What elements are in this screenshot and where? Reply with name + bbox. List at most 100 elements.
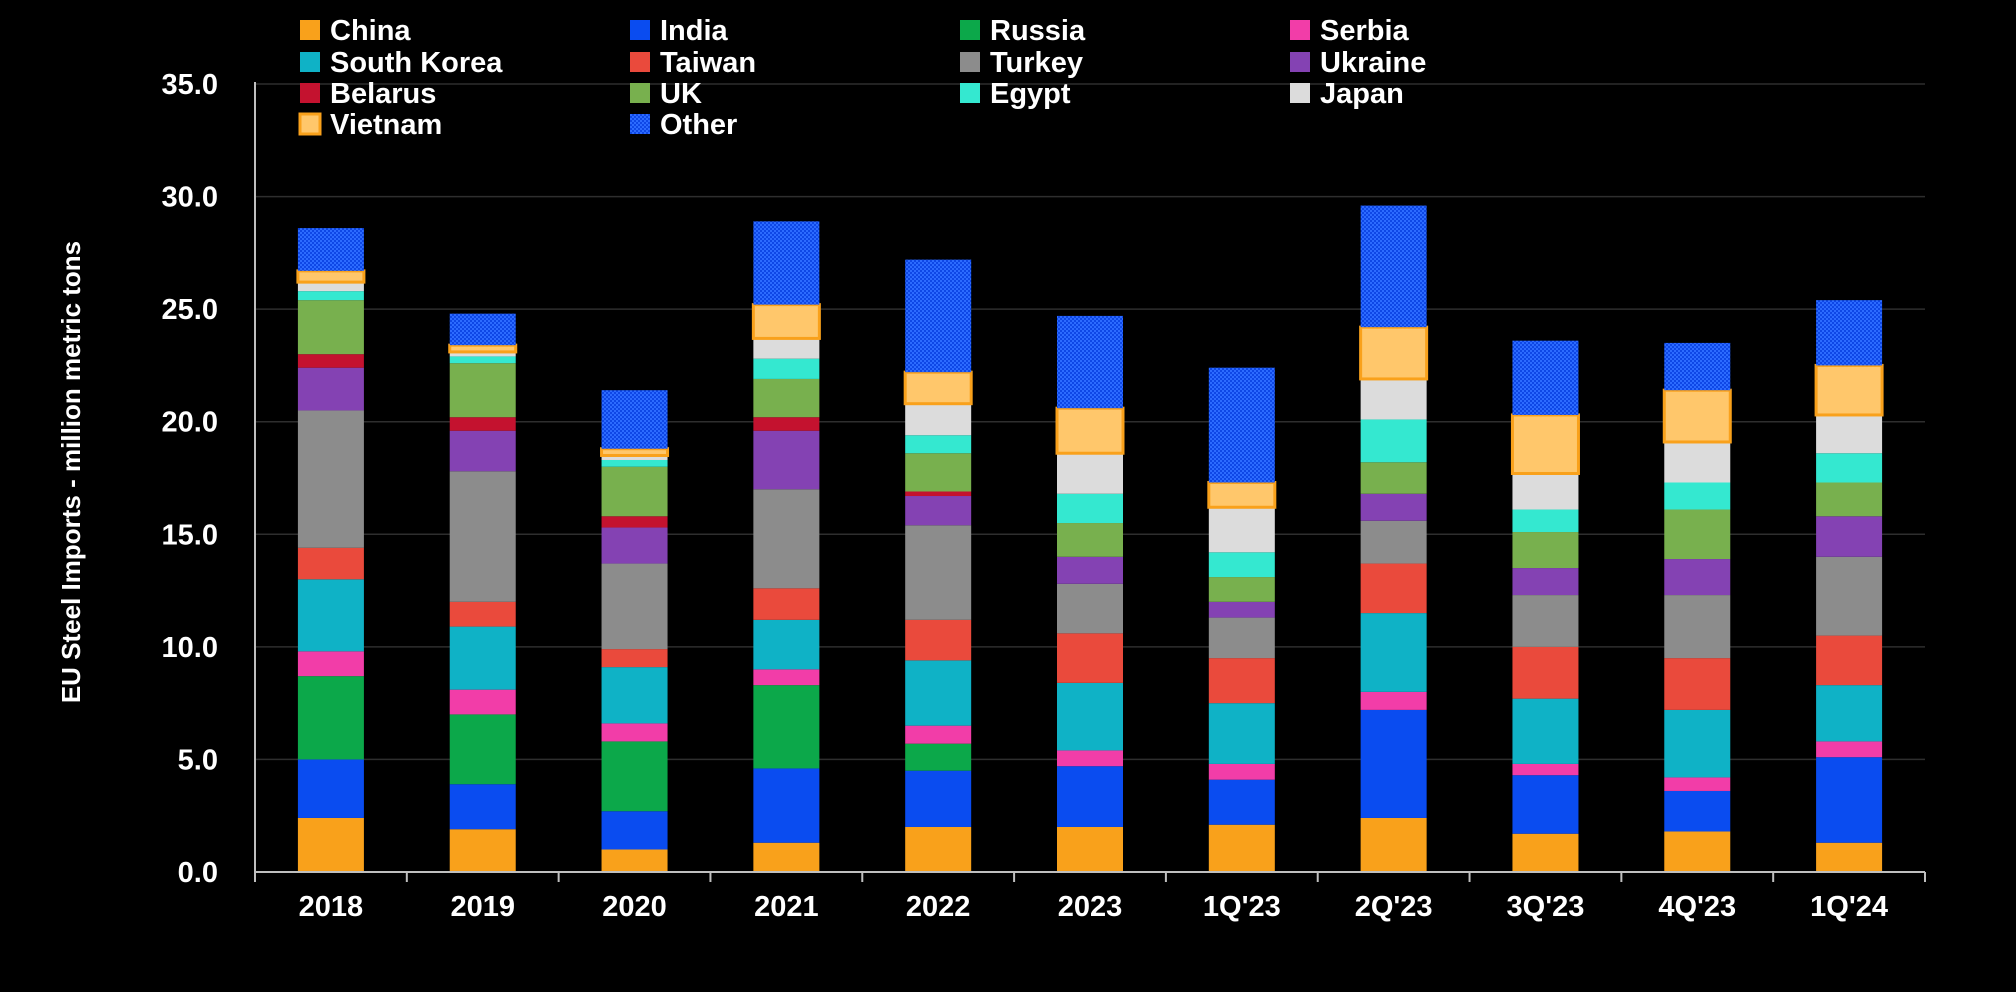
bar-segment-taiwan [1512,646,1579,699]
bar-segment-egypt [1208,552,1275,578]
bar-segment-vietnam [751,303,821,340]
bar-segment-turkey [753,489,820,589]
bar-segment-vietnam [903,370,973,406]
bar-segment-egypt [1512,509,1579,533]
bar-segment-vietnam [1207,481,1277,509]
legend-label: South Korea [330,47,503,79]
bar-segment-japan [1057,453,1123,494]
bar-segment-china [1057,826,1123,872]
legend-item-serbia: Serbia [1290,15,1410,47]
bar-segment-egypt [601,459,668,467]
bar-segment-other [1664,342,1731,391]
bar-segment-serbia [905,725,972,744]
bar-segment-other [1057,315,1123,409]
bar-segment-egypt [1664,482,1731,510]
bar-segment-taiwan [601,649,668,668]
bar-segment-ukraine [449,430,516,472]
bar-segment-china [297,817,364,872]
bar-segment-serbia [297,651,364,677]
bar-segment-japan [297,282,364,292]
bar-segment-turkey [1664,595,1731,659]
bar-segment-turkey [1208,617,1275,659]
bar-segment-south-korea [1664,709,1731,778]
bar-segment-uk [1057,523,1123,557]
bar-segment-belarus [905,491,972,497]
y-tick-label: 0.0 [178,857,218,889]
bar-stack-2019 [448,313,518,872]
x-tick-label: 2020 [602,891,667,923]
bar-segment-india [1512,775,1579,834]
legend-swatch [1290,83,1310,103]
bar-stack-2020 [600,390,670,872]
bar-segment-south-korea [753,619,820,670]
legend-item-japan: Japan [1290,78,1404,110]
x-tick-label: 2Q'23 [1355,891,1433,923]
bar-stack-2022 [903,259,973,872]
bar-segment-egypt [1360,419,1427,463]
bar-segment-other [1360,205,1427,328]
bar-segment-taiwan [753,588,820,620]
bar-segment-japan [449,351,516,357]
bar-segment-other [449,313,516,346]
legend: China India Russia Serbia South Korea Taiwan T… [298,15,1426,141]
bar-segment-taiwan [1664,658,1731,710]
legend-item-belarus: Belarus [300,78,436,110]
bar-segment-south-korea [601,667,668,724]
legend-swatch [960,20,980,40]
legend-label: Egypt [990,78,1071,110]
legend-swatch [630,83,650,103]
y-tick-label: 35.0 [162,69,218,101]
legend-item-taiwan: Taiwan [630,47,756,79]
bar-segment-china [601,849,668,872]
bar-segment-egypt [753,358,820,379]
bar-segment-japan [1816,414,1883,454]
x-tick-label: 2022 [906,891,971,923]
bar-segment-china [1512,833,1579,872]
x-tick-label: 2018 [299,891,364,923]
y-tick-labels: 0.0 5.0 10.0 15.0 20.0 25.0 30.0 35.0 [162,69,218,889]
bar-segment-belarus [449,417,516,431]
x-tick-labels: 2018 2019 2020 2021 2022 2023 1Q'23 2Q'23 3Q'23 4… [299,891,1888,923]
bar-segment-serbia [1816,741,1883,758]
bar-segment-south-korea [1057,682,1123,751]
bar-stack-3q-23 [1510,340,1580,872]
legend-item-russia: Russia [960,15,1086,47]
bar-segment-india [905,770,972,827]
bar-stack-2018 [296,228,366,872]
legend-swatch [300,52,320,72]
bar-stack-4q-23 [1662,342,1732,872]
bar-stack-2023 [1055,315,1125,872]
legend-swatch [960,52,980,72]
bar-segment-uk [297,300,364,355]
legend-item-egypt: Egypt [960,78,1071,110]
legend-swatch [298,112,322,136]
bar-segment-vietnam [448,343,518,354]
bar-segment-vietnam [296,269,366,284]
bar-segment-japan [905,403,972,436]
legend-item-south-korea: South Korea [300,47,503,79]
bar-stack-2021 [751,221,821,872]
bar-segment-south-korea [905,660,972,726]
y-tick-label: 10.0 [162,632,218,664]
y-tick-label: 20.0 [162,407,218,439]
bar-segment-india [1057,766,1123,827]
legend-item-vietnam: Vietnam [298,109,442,141]
y-axis-label: EU Steel Imports - million metric tons [56,241,86,703]
x-tick-label: 1Q'23 [1203,891,1281,923]
bar-segment-turkey [905,525,972,620]
bar-segment-uk [1208,577,1275,602]
bar-segment-vietnam [1359,325,1429,381]
bar-segment-china [1360,817,1427,872]
bar-segment-india [1664,790,1731,832]
legend-item-ukraine: Ukraine [1290,47,1426,79]
bar-segment-turkey [297,410,364,548]
x-tick-label: 2019 [450,891,515,923]
bar-segment-egypt [905,435,972,454]
legend-swatch [300,20,320,40]
bar-segment-russia [753,685,820,769]
legend-swatch [960,83,980,103]
bar-segment-uk [753,378,820,418]
bar-segment-taiwan [449,601,516,627]
bar-segment-serbia [1664,777,1731,791]
